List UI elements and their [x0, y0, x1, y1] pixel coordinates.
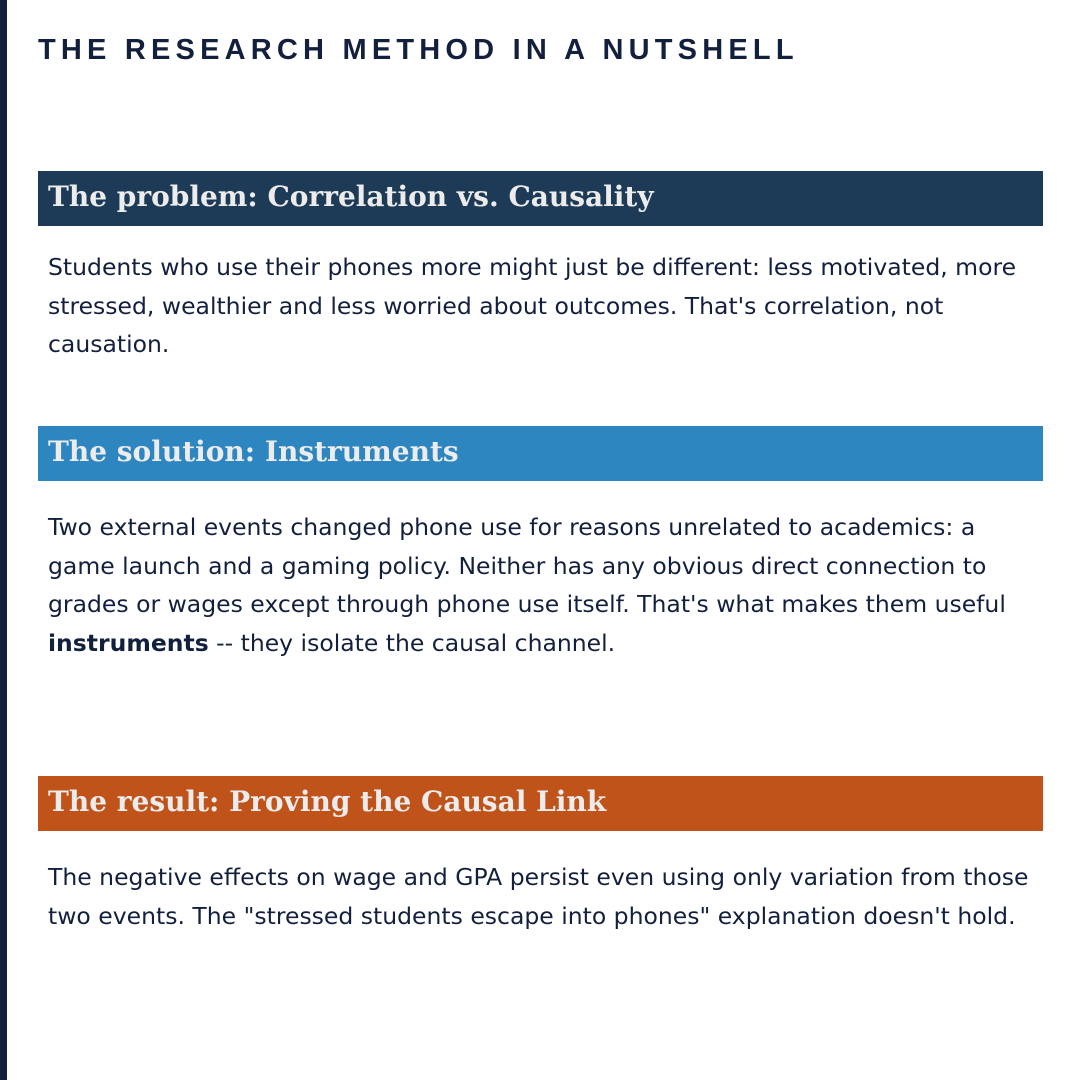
section-heading-solution: The solution: Instruments — [38, 426, 1043, 481]
instruments-emphasis: instruments — [48, 628, 209, 657]
solution-text-end: -- they isolate the causal channel. — [208, 628, 616, 657]
page-title: THE RESEARCH METHOD IN A NUTSHELL — [38, 34, 799, 66]
section-body-problem: Students who use their phones more might… — [48, 253, 1017, 358]
solution-text: Two external events changed phone use fo… — [48, 513, 1006, 618]
section-heading-result: The result: Proving the Causal Link — [38, 776, 1043, 831]
section-heading-problem: The problem: Correlation vs. Causality — [38, 171, 1043, 226]
left-accent-bar — [0, 0, 7, 1080]
section-body-result: The negative effects on wage and GPA per… — [48, 863, 1029, 930]
section-body-solution: Two external events changed phone use fo… — [48, 508, 1038, 662]
